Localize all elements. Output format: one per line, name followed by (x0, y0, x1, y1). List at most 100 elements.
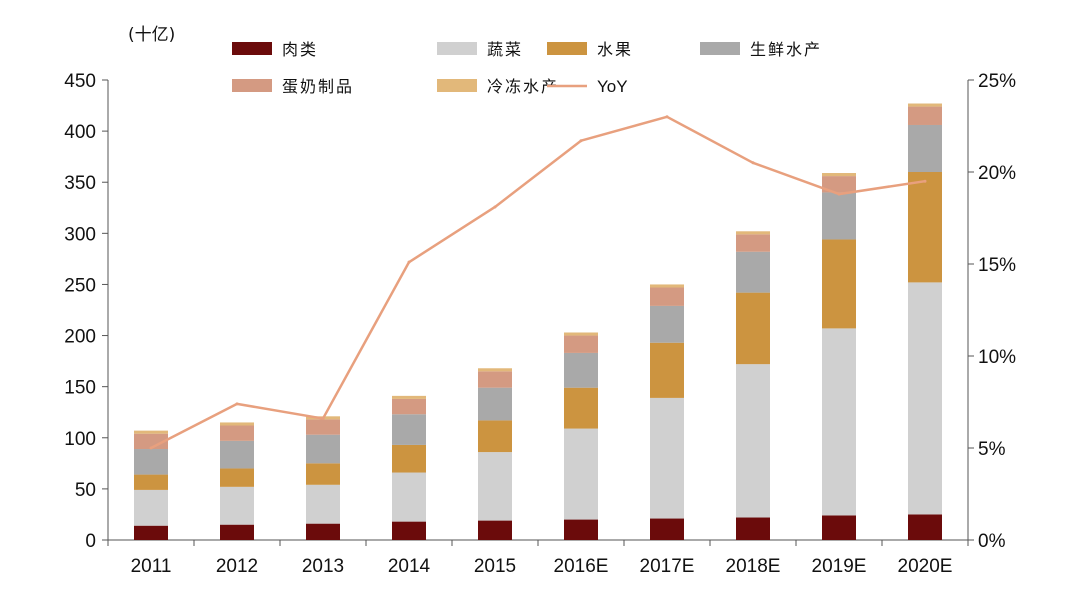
y-left-tick-label: 450 (64, 71, 96, 92)
bar-segment (822, 328, 856, 516)
y-left-tick-label: 50 (75, 480, 96, 501)
bar-segment (134, 430, 168, 434)
bar-segment (134, 474, 168, 490)
bar-segment (220, 468, 254, 487)
y-left-tick-label: 350 (64, 173, 96, 194)
y-right-tick-label: 10% (978, 347, 1016, 368)
bar-segment (908, 106, 942, 125)
bar-segment (220, 440, 254, 469)
bar-segment (478, 368, 512, 372)
y-left-tick-label: 100 (64, 429, 96, 450)
bars-layer (134, 103, 942, 540)
bar-segment (220, 422, 254, 426)
x-tick-label: 2011 (131, 556, 172, 577)
bar-segment (392, 414, 426, 445)
legend-label: 水果 (597, 40, 633, 59)
bar-segment (134, 449, 168, 475)
yoy-point (837, 192, 841, 196)
x-tick-label: 2012 (216, 556, 258, 577)
bar-segment (650, 342, 684, 398)
y-left-tick-label: 0 (85, 531, 96, 552)
bar-segment (478, 520, 512, 540)
bar-segment (392, 395, 426, 399)
bar-segment (306, 523, 340, 540)
y-left-tick-label: 250 (64, 275, 96, 296)
bar-segment (736, 364, 770, 518)
bar-segment (822, 192, 856, 240)
bar-segment (650, 397, 684, 519)
x-tick-label: 2013 (302, 556, 344, 577)
yoy-point (665, 115, 669, 119)
legend-swatch (437, 42, 477, 55)
y-right-tick-label: 5% (978, 439, 1006, 460)
bar-segment (564, 332, 598, 336)
yoy-point (751, 161, 755, 165)
bar-segment (908, 124, 942, 172)
y-right-tick-label: 25% (978, 71, 1016, 92)
bar-segment (392, 444, 426, 473)
legend-label: 蛋奶制品 (282, 77, 354, 96)
bar-segment (650, 305, 684, 343)
yoy-point (321, 417, 325, 421)
bar-segment (564, 352, 598, 388)
legend-swatch (232, 79, 272, 92)
x-tick-label: 2018E (726, 556, 781, 577)
bar-segment (736, 517, 770, 540)
legend-swatch (437, 79, 477, 92)
legend-swatch (232, 42, 272, 55)
bar-segment (392, 472, 426, 522)
yoy-line (150, 115, 926, 450)
bar-segment (564, 428, 598, 520)
bar-segment (134, 525, 168, 540)
legend-swatch (547, 42, 587, 55)
bar-segment (306, 434, 340, 464)
bar-segment (134, 489, 168, 526)
y-right-tick-label: 20% (978, 163, 1016, 184)
bar-segment (478, 387, 512, 421)
y-left-tick-label: 400 (64, 122, 96, 143)
bar-segment (908, 282, 942, 515)
legend-label: 肉类 (282, 40, 318, 59)
bar-segment (134, 433, 168, 450)
bar-segment (736, 231, 770, 235)
bar-segment (564, 519, 598, 540)
yoy-line-layer (149, 115, 927, 450)
bar-segment (650, 284, 684, 288)
yoy-point (149, 446, 153, 450)
bar-segment (908, 514, 942, 540)
bar-segment (564, 387, 598, 429)
x-tick-label: 2014 (388, 556, 431, 577)
yoy-point (407, 260, 411, 264)
x-tick-label: 2020E (898, 556, 953, 577)
y-right-tick-label: 0% (978, 531, 1006, 552)
bar-segment (822, 173, 856, 177)
bar-segment (908, 172, 942, 283)
bar-segment (650, 518, 684, 540)
x-tick-label: 2017E (640, 556, 695, 577)
x-tick-label: 2016E (554, 556, 609, 577)
y-left-tick-label: 200 (64, 327, 96, 348)
legend-label: 生鲜水产 (750, 40, 822, 59)
yoy-point (923, 179, 927, 183)
x-tick-label: 2019E (812, 556, 867, 577)
bar-segment (564, 335, 598, 353)
bar-segment (306, 419, 340, 435)
bar-segment (822, 239, 856, 329)
yoy-point (235, 402, 239, 406)
tick-labels-layer: 0 50 100 150 200 250 300 350 400 450 0% 5% 10% 15% 20%… (64, 71, 1016, 577)
bar-segment (908, 103, 942, 107)
bar-segment (736, 251, 770, 293)
bar-segment (220, 524, 254, 540)
bar-segment (220, 486, 254, 525)
bar-segment (736, 292, 770, 365)
bar-segment (392, 398, 426, 415)
bar-segment (478, 452, 512, 521)
yoy-point (493, 205, 497, 209)
x-tick-label: 2015 (474, 556, 516, 577)
y-left-tick-label: 300 (64, 224, 96, 245)
legend-label: 蔬菜 (487, 40, 523, 59)
bar-segment (306, 463, 340, 485)
legend-label: 冷冻水产 (487, 77, 559, 96)
